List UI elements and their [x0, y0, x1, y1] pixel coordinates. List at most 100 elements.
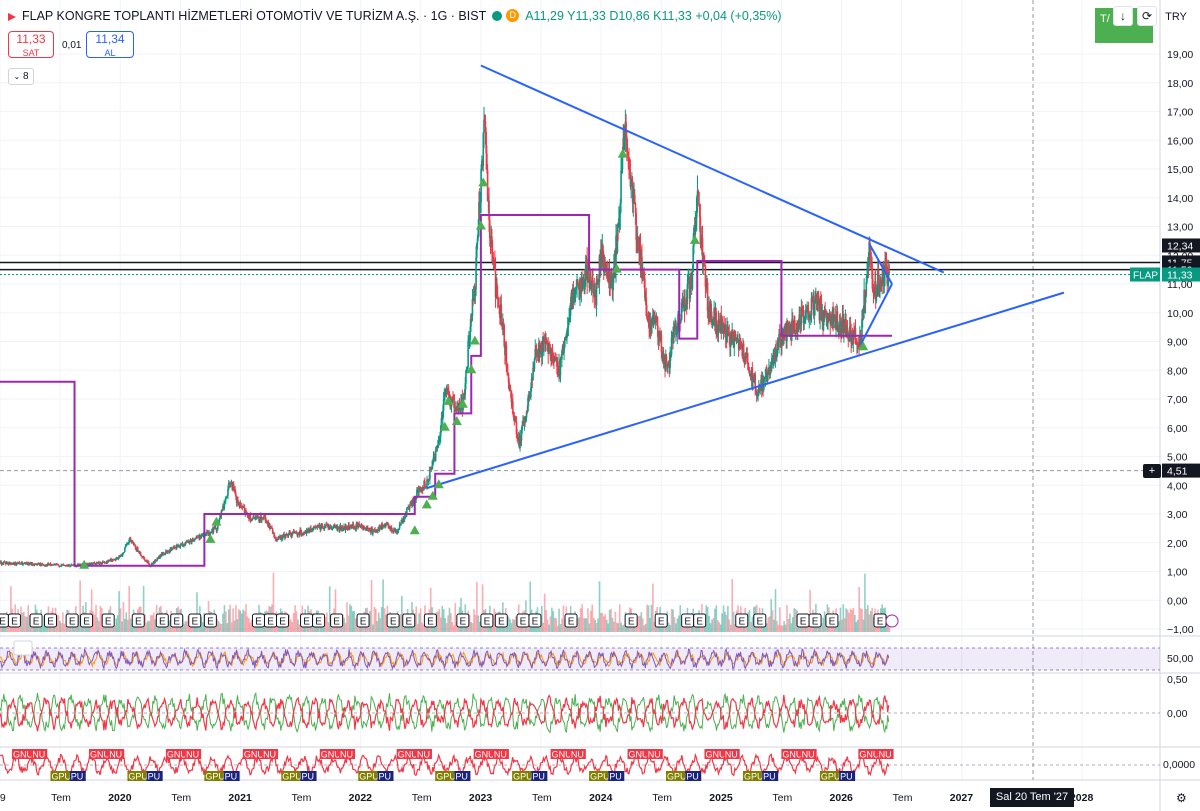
symbol-title[interactable]: FLAP KONGRE TOPLANTI HİZMETLERİ OTOMOTİV… — [22, 9, 487, 23]
buy-signal-triangle — [451, 416, 462, 425]
candle-body — [353, 527, 355, 529]
earnings-marker-label: E — [303, 617, 310, 628]
candle-body — [429, 466, 431, 480]
settings-gear-icon[interactable]: ⚙ — [1176, 791, 1187, 805]
candle-body — [9, 562, 11, 565]
candle-body — [825, 310, 827, 312]
crosshair-plus-icon[interactable]: + — [1143, 464, 1161, 478]
volume-bar — [150, 615, 152, 632]
volume-bar — [344, 622, 347, 632]
candle-body — [699, 216, 702, 245]
candle-body — [574, 288, 577, 295]
candle-body — [123, 547, 126, 553]
volume-bar — [566, 624, 569, 632]
volume-bar — [226, 623, 229, 632]
candle-body — [733, 337, 736, 348]
candle-body — [734, 337, 736, 339]
candle-body — [165, 550, 167, 554]
volume-bar — [669, 624, 671, 632]
candle-body — [139, 552, 142, 556]
signal-tag-bg — [88, 749, 112, 759]
candle-body — [527, 397, 529, 412]
candle-body — [57, 564, 60, 566]
candle-body — [724, 324, 727, 339]
candle-body — [618, 214, 621, 219]
crosshair-date-label: Sal 20 Tem '27 — [990, 788, 1074, 807]
volume-bar — [441, 606, 444, 632]
sell-button[interactable]: 11,33 SAT — [8, 31, 54, 58]
volume-bar — [63, 623, 66, 632]
indicators-toggle[interactable]: ⌄ 8 — [8, 68, 34, 85]
currency-selector[interactable]: TRY — [1165, 11, 1187, 23]
volume-bar — [670, 608, 673, 632]
candle-body — [324, 525, 327, 527]
volume-bar — [454, 603, 457, 632]
volume-bar — [219, 623, 221, 632]
candle-body — [529, 397, 531, 399]
candle-body — [155, 560, 158, 562]
signal-tag-bg — [492, 749, 509, 759]
candle-body — [736, 338, 738, 341]
volume-bar — [334, 589, 337, 632]
candle-body — [543, 340, 545, 352]
volume-bar — [370, 580, 373, 632]
signal-tag: GNU — [13, 750, 33, 760]
candle-body — [584, 280, 586, 290]
candle-body — [138, 550, 141, 554]
candle-body — [584, 264, 587, 281]
price-tick-label: 2,00 — [1167, 538, 1188, 550]
candle-body — [94, 563, 97, 565]
candle-body — [323, 528, 325, 530]
candle-body — [883, 274, 886, 282]
volume-bar — [582, 618, 585, 632]
candle-body — [428, 479, 430, 481]
volume-bar — [131, 623, 133, 632]
signal-tag-bg — [589, 771, 613, 781]
volume-bar — [776, 620, 778, 632]
candle-body — [603, 261, 606, 273]
refresh-icon[interactable]: ⟳ — [1137, 6, 1157, 26]
volume-bar — [848, 612, 850, 632]
volume-bar — [305, 623, 308, 632]
candle-body — [739, 340, 742, 347]
candle-body — [338, 526, 341, 531]
candle-body — [206, 530, 209, 534]
candle-body — [2, 562, 5, 565]
candle-body — [825, 311, 828, 327]
candle-body — [579, 288, 581, 300]
volume-bar — [20, 606, 22, 632]
volume-bar — [477, 615, 480, 632]
candle-body — [752, 375, 755, 382]
trendline — [426, 291, 1065, 490]
crosshair-price-bg — [1162, 463, 1200, 478]
signal-tag: PU — [686, 772, 699, 782]
price-axis-label: 12,34 — [1167, 240, 1193, 252]
candle-body — [879, 279, 882, 284]
candle-body — [105, 562, 107, 564]
volume-bar — [766, 623, 768, 632]
volume-bar — [227, 609, 230, 632]
candle-body — [95, 564, 97, 566]
candle-body — [276, 539, 279, 541]
candle-body — [616, 224, 619, 253]
signal-tag-bg — [839, 771, 856, 781]
candle-body — [670, 354, 672, 356]
volume-bar — [294, 605, 296, 632]
volume-bar — [607, 623, 609, 632]
candle-body — [496, 283, 498, 296]
candle-body — [628, 161, 630, 163]
signal-tag: GPU — [513, 772, 533, 782]
volume-bar — [608, 609, 611, 632]
candle-body — [69, 564, 71, 567]
volume-bar — [473, 609, 475, 632]
candle-body — [385, 524, 387, 526]
candle-body — [483, 119, 486, 122]
arrow-down-icon[interactable]: ↓ — [1113, 6, 1133, 26]
buy-button[interactable]: 11,34 AL — [86, 31, 134, 58]
candle-body — [521, 425, 524, 430]
volume-bar — [240, 613, 243, 632]
delayed-data-badge[interactable]: D — [506, 9, 520, 23]
candle-body — [556, 366, 559, 375]
volume-bar — [10, 586, 12, 632]
